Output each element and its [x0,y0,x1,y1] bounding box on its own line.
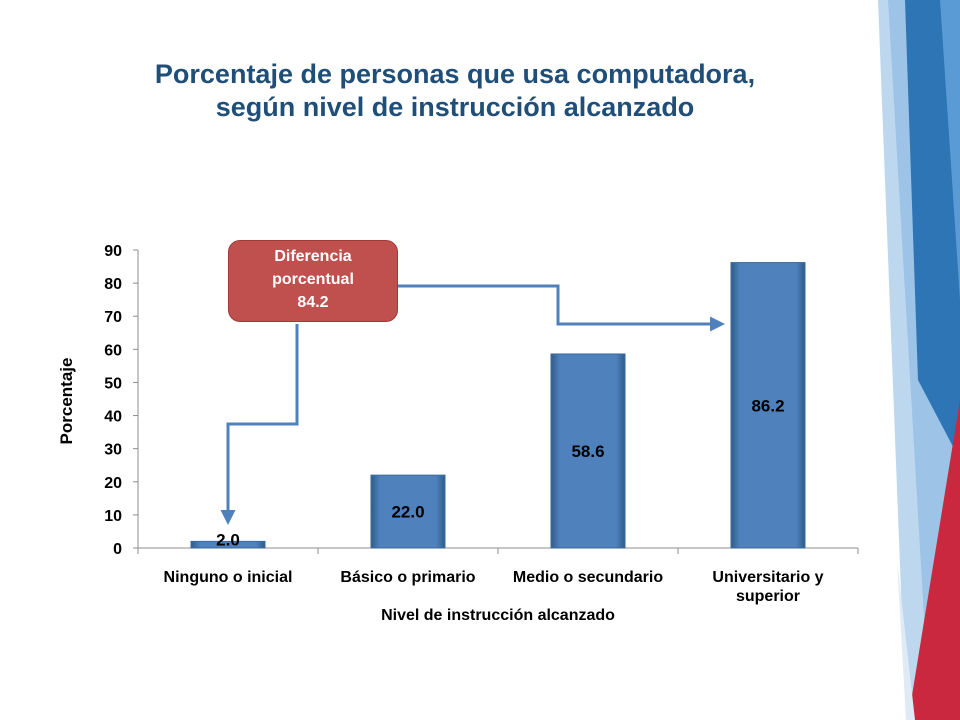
y-tick-label: 90 [104,243,122,260]
x-category-label: Universitario y [712,569,823,586]
x-axis-title: Nivel de instrucción alcanzado [381,607,615,624]
x-category-label: Ninguno o inicial [164,569,293,586]
x-category-label: superior [736,588,800,605]
y-tick-label: 70 [104,309,122,326]
decor-band-blue [905,0,960,460]
bar-value-label: 2.0 [216,530,240,549]
bar-value-label: 86.2 [751,396,784,415]
callout-value: 84.2 [297,294,329,311]
y-tick-label: 80 [104,276,122,293]
bar-value-label: 22.0 [391,503,424,522]
chart-title-line-2: según nivel de instrucción alcanzado [215,92,695,122]
callout-line-2: porcentual [272,271,354,288]
y-tick-label: 50 [104,375,122,392]
y-tick-label: 30 [104,442,122,459]
bar [730,262,806,549]
chart-title: Porcentaje de personas que usa computado… [60,58,850,124]
arrow-to-first-bar [220,324,299,525]
decor-band-red [908,400,960,720]
y-tick-label: 60 [104,342,122,359]
decor-band-steel [940,0,960,300]
y-axis-title: Porcentaje [57,358,76,445]
chart-title-line-1: Porcentaje de personas que usa computado… [154,59,756,89]
y-tick-label: 0 [113,541,122,558]
x-category-label: Medio o secundario [513,569,663,586]
y-tick-label: 40 [104,409,122,426]
arrow-to-last-bar [398,284,725,332]
bar-value-label: 58.6 [571,442,604,461]
difference-callout: Diferencia porcentual 84.2 [228,240,398,322]
bar [370,474,446,549]
x-category-label: Básico o primario [340,569,475,586]
callout-line-1: Diferencia [274,248,352,265]
y-tick-label: 10 [104,508,122,525]
y-tick-label: 20 [104,475,122,492]
bar [190,540,266,549]
decor-band-white [897,560,915,720]
bar [550,353,626,549]
